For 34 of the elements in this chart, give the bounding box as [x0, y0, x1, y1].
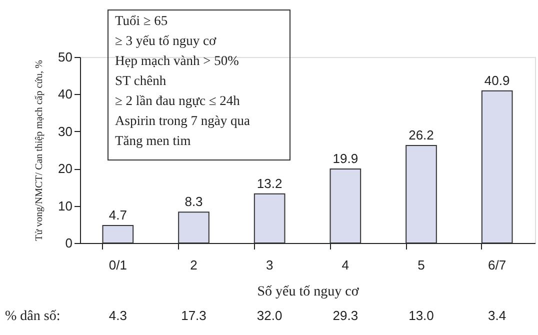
y-axis-title: Tử vong/NMCT/ Can thiệp mạch cấp cứu, % — [34, 60, 46, 241]
x-tick-label: 5 — [418, 258, 425, 272]
text: % dân số: — [5, 309, 60, 324]
text: 17.3 — [181, 308, 206, 323]
x-tick-label: 0/1 — [108, 258, 127, 272]
data-label: 13.2 — [256, 176, 282, 191]
data-label: 40.9 — [484, 72, 510, 88]
data-label: 26.2 — [408, 128, 434, 143]
y-tick-label: 40 — [58, 86, 72, 102]
y-tick-label: 20 — [58, 161, 72, 176]
x-tick-label: 2 — [190, 258, 198, 272]
text: 3.4 — [488, 308, 506, 323]
x-tick-label: 6/7 — [488, 258, 506, 272]
bar — [406, 145, 437, 244]
annotation: Tuổi ≥ 65 ≥ 3 yếu tố nguy cơ Hẹp mạch vành > 50% ST chênh ≥ 2 lần đau ngực ≤ 24h Aspirin trong 7 ngày qua Tăng men tim — [115, 13, 250, 148]
x-tick-label: 4 — [342, 258, 350, 272]
text: 29.3 — [332, 308, 358, 323]
data-label: 8.3 — [184, 194, 203, 210]
data-label: 19.9 — [332, 150, 358, 166]
bar — [481, 90, 513, 244]
text: 13.0 — [408, 308, 434, 323]
text: 4.3 — [108, 308, 127, 323]
bar — [254, 193, 286, 244]
y-tick-label: 0 — [65, 236, 72, 250]
y-tick-label: 50 — [58, 50, 72, 64]
x-tick-label: 3 — [266, 258, 274, 272]
bar — [102, 225, 134, 244]
text: 32.0 — [256, 308, 282, 323]
data-label: 4.7 — [108, 208, 127, 223]
y-tick-label: 30 — [58, 124, 72, 139]
y-tick-label: 10 — [58, 198, 72, 214]
x-axis-title: Số yếu tố nguy cơ — [257, 284, 360, 300]
bar — [178, 212, 210, 244]
bar — [330, 168, 362, 244]
